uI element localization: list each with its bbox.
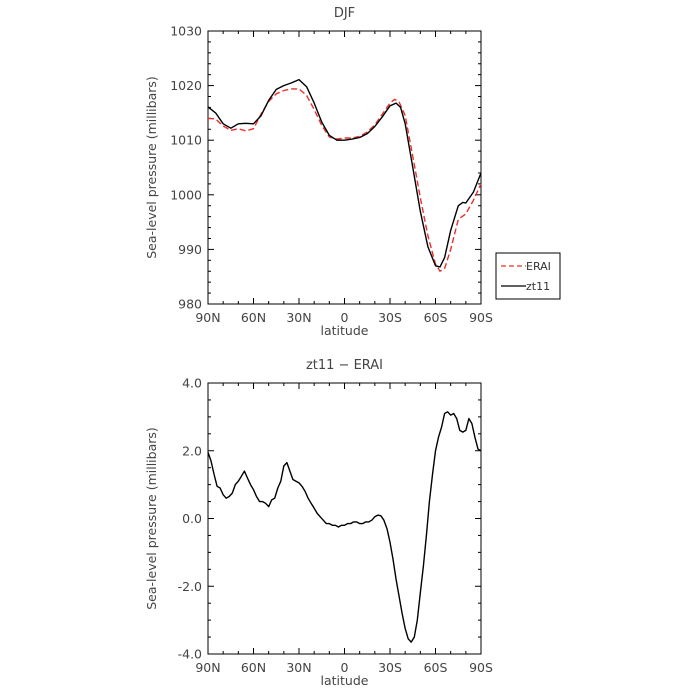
x-tick-label: 60N [241,660,266,675]
x-tick-label: 60S [424,310,448,325]
y-tick-label: 1000 [170,187,202,202]
y-tick-label: 1010 [170,133,202,148]
x-tick-label: 60S [424,660,448,675]
y-tick-label: -4.0 [178,647,202,662]
y-tick-label: 1020 [170,78,202,93]
y-tick-label: -2.0 [178,579,202,594]
x-tick-label: 30N [286,310,311,325]
series-line-zt11 [207,78,482,268]
chart-title: zt11 − ERAI [306,358,383,373]
y-tick-label: 2.0 [182,443,202,458]
x-tick-label: 30N [286,660,311,675]
x-tick-label: 30S [378,660,402,675]
y-tick-label: 990 [178,242,202,257]
y-tick-label: 980 [178,297,202,312]
plot-frame [207,382,482,655]
legend: ERAI zt11 [495,252,561,300]
y-tick-label: 0.0 [182,511,202,526]
x-tick-label: 0 [341,660,349,675]
y-axis-label: Sea-level pressure (millibars) [144,427,159,610]
x-axis-label: latitude [321,673,369,688]
plot-frame [207,30,482,305]
legend-box [495,252,561,300]
x-tick-label: 90N [195,660,220,675]
x-axis-label: latitude [321,323,369,338]
y-tick-label: 1030 [170,24,202,39]
x-tick-label: 90N [195,310,220,325]
x-tick-label: 0 [341,310,349,325]
chart-djf: 90N 60N 30N 0 30S 60S 90S 980 990 1000 1010 1020 103… [144,6,561,338]
legend-label: zt11 [526,280,550,293]
x-tick-label: 60N [241,310,266,325]
x-tick-label: 90S [469,310,493,325]
y-axis-label: Sea-level pressure (millibars) [144,76,159,259]
x-tick-label: 90S [469,660,493,675]
legend-label: ERAI [526,260,551,273]
series-line-ERAI [207,88,482,272]
y-tick-label: 4.0 [182,376,202,391]
series-line-difference [207,411,482,643]
chart-title: DJF [334,6,355,21]
x-tick-label: 30S [378,310,402,325]
chart-difference: 90N 60N 30N 0 30S 60S 90S -4.0 -2.0 0.0 2.0 4.0 zt11… [144,358,493,688]
